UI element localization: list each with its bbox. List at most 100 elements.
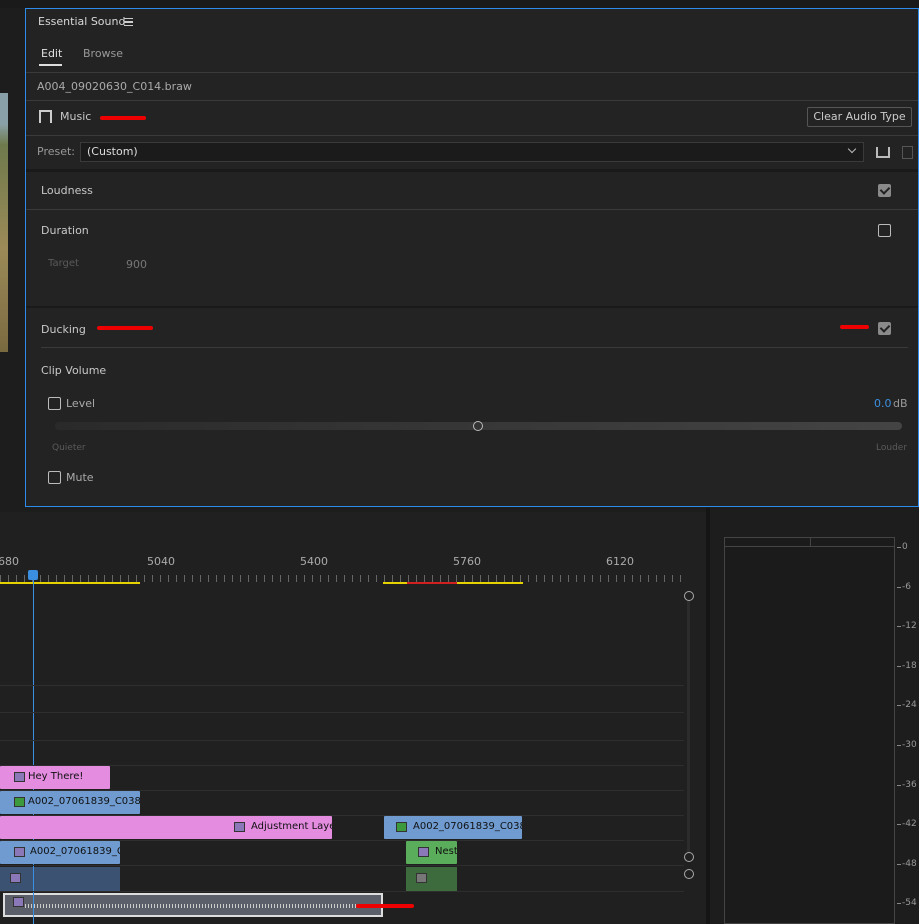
meter-tick [897,626,901,628]
preset-dropdown[interactable] [80,142,864,162]
meter-scale-label: -6 [902,581,911,592]
scrollbar[interactable] [687,600,690,852]
level-value[interactable]: 0.0 [874,397,892,410]
track-line [0,790,684,791]
ducking-checkbox[interactable] [878,322,891,335]
target-value: 900 [126,258,147,271]
clip-label: A002_07061839_C03 [30,846,120,857]
track-line [0,840,684,841]
timeline-clip[interactable]: A002_07061839_C038.mo [0,791,140,814]
ruler-label: 5040 [147,555,175,568]
timeline-clip[interactable]: Nest [406,841,457,864]
timeline-clip[interactable]: Hey There! [0,766,110,789]
work-area-bar [0,582,140,584]
meter-tick [897,745,901,746]
fx-badge [14,847,25,857]
meter-scale-label: -30 [902,740,917,750]
divider [0,0,919,8]
meter-tick [897,863,901,865]
preview-thumbnail [0,93,8,352]
quieter-label: Quieter [52,443,86,453]
meter-scale-label: -48 [902,858,917,869]
clip-name: A004_09020630_C014.braw [37,80,192,93]
ruler-label: 680 [0,555,19,568]
divider [41,347,908,348]
audio-meter [724,537,895,924]
scroll-handle[interactable] [684,852,694,862]
level-unit: dB [893,397,908,410]
meter-tick [897,547,901,548]
meter-tick [897,705,901,707]
fx-badge [234,822,245,832]
timeline-clip[interactable]: A002_07061839_C038.mo [384,816,522,839]
annotation-scribble [100,116,146,120]
track-line [0,712,684,713]
clear-audio-type-button[interactable]: Clear Audio Type [807,107,912,127]
tab-browse[interactable]: Browse [83,47,124,60]
save-preset-icon[interactable] [876,147,890,158]
loudness-checkbox[interactable] [878,184,891,197]
meter-scale-label: -18 [902,660,917,671]
divider [26,100,918,101]
preset-label: Preset: [37,145,76,158]
track-line [0,865,684,866]
meter-tick [897,824,901,826]
target-label: Target [48,258,79,269]
ruler-ticks [0,575,684,582]
duration-label: Duration [41,224,89,237]
divider [26,135,918,136]
meter-tick [897,903,901,905]
clip-volume-label: Clip Volume [41,364,107,377]
ruler-label: 5400 [300,555,328,568]
track-line [0,815,684,816]
panel-separator [706,508,710,924]
audio-clip[interactable] [3,893,383,917]
divider [26,169,918,172]
level-label: Level [66,397,96,410]
playhead-marker[interactable] [28,570,38,580]
track-line [0,685,684,686]
scroll-handle[interactable] [684,591,694,601]
clip-label: Hey There! [28,771,84,782]
meter-header-line [724,546,895,547]
divider [26,209,918,210]
timeline-clip[interactable]: Adjustment Layer [0,816,332,839]
meter-scale-label: -12 [902,621,917,632]
level-slider-knob[interactable] [473,421,483,431]
clip-label: Nest [435,846,457,857]
fx-badge [396,822,407,832]
tab-underline [39,64,62,66]
meter-tick [897,784,901,786]
meter-scale-label: -24 [902,700,917,711]
clip-label: A002_07061839_C038.mo [28,796,140,807]
panel-menu-icon[interactable] [124,18,133,26]
preset-value: (Custom) [87,145,138,158]
clip-label: Adjustment Layer [251,821,332,832]
divider [26,306,918,308]
fx-badge [14,772,25,782]
clip-label: A002_07061839_C038.mo [413,821,522,832]
meter-scale-label: -42 [902,819,917,830]
loudness-label: Loudness [41,184,93,197]
annotation-scribble [840,325,869,329]
playhead-line [33,578,34,924]
level-checkbox[interactable] [48,397,61,410]
mute-checkbox[interactable] [48,471,61,484]
ruler-label: 6120 [606,555,634,568]
render-bar [407,582,457,584]
mute-label: Mute [66,471,94,484]
scroll-handle[interactable] [684,869,694,879]
meter-scale-label: -36 [902,779,917,790]
meter-divider [810,537,811,546]
timeline-clip[interactable]: A002_07061839_C03 [0,841,120,864]
audio-type: Music [60,110,92,123]
video-clip[interactable] [0,867,120,891]
louder-label: Louder [876,443,908,453]
video-clip[interactable] [406,867,457,891]
divider [26,72,918,73]
duration-checkbox[interactable] [878,224,891,237]
annotation-scribble [97,326,153,330]
delete-preset-icon[interactable] [902,146,913,159]
meter-tick [897,665,901,667]
tab-edit[interactable]: Edit [41,47,63,60]
